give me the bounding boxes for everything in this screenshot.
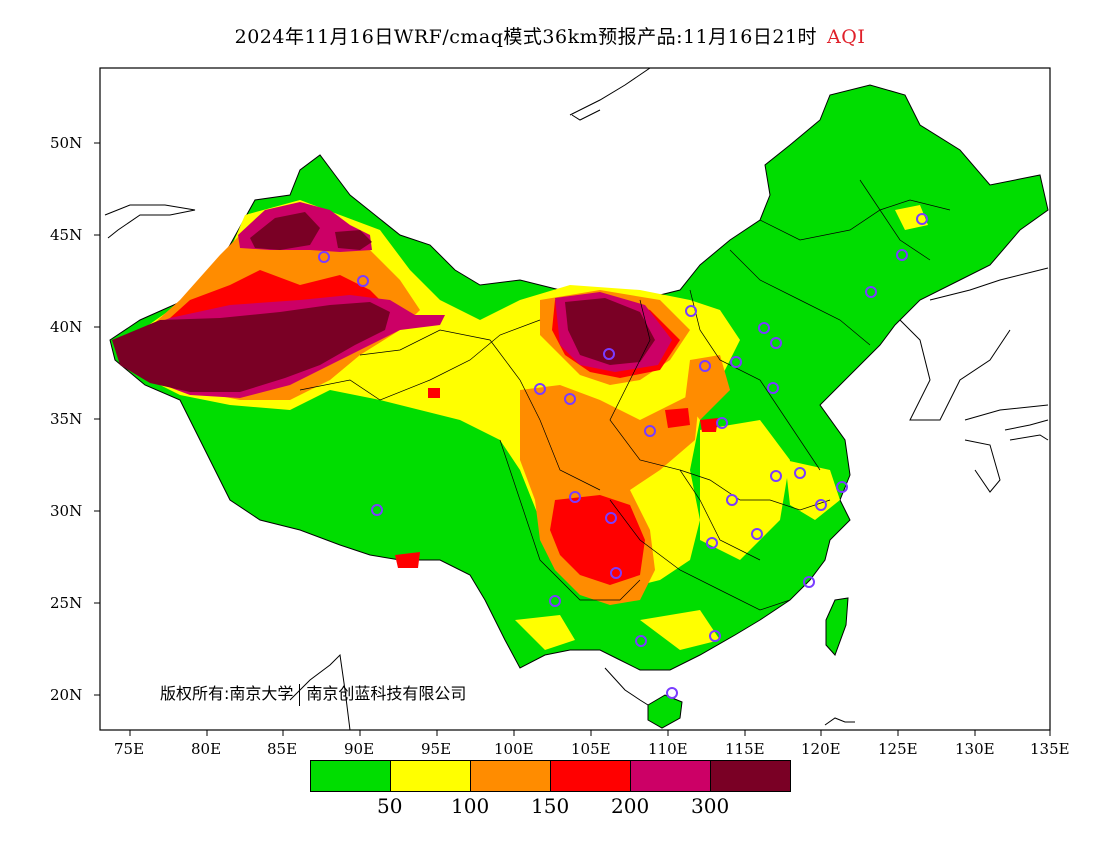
legend-swatch-unhealthy xyxy=(551,761,631,791)
map-frame xyxy=(99,67,1051,731)
title-variable: AQI xyxy=(827,26,866,48)
lon-label-80e: 80E xyxy=(191,740,222,758)
lon-label-135e: 135E xyxy=(1030,740,1070,758)
legend-tick-100: 100 xyxy=(451,794,490,818)
title-text: 2024年11月16日WRF/cmaq模式36km预报产品:11月16日21时 xyxy=(234,26,818,48)
copyright-suffix: 南京创蓝科技有限公司 xyxy=(306,684,467,703)
lat-label-45n: 45N xyxy=(50,226,83,244)
lat-label-30n: 30N xyxy=(50,502,83,520)
copyright-prefix: 版权所有:南京大学 xyxy=(160,684,294,703)
lon-label-95e: 95E xyxy=(421,740,452,758)
lat-label-25n: 25N xyxy=(50,594,83,612)
legend-swatch-moderate xyxy=(391,761,471,791)
lat-label-40n: 40N xyxy=(50,318,83,336)
legend-swatch-very-unhealthy xyxy=(631,761,711,791)
aqi-legend xyxy=(310,760,791,792)
legend-swatch-hazardous xyxy=(711,761,790,791)
longitude-ticks xyxy=(129,730,1051,736)
legend-tick-50: 50 xyxy=(377,794,403,818)
neighbor-coastlines xyxy=(104,68,1049,730)
hazardous-zones xyxy=(112,212,655,392)
lat-label-50n: 50N xyxy=(50,134,83,152)
lon-label-105e: 105E xyxy=(571,740,611,758)
hainan-island xyxy=(647,694,683,729)
lon-label-125e: 125E xyxy=(878,740,918,758)
latitude-ticks xyxy=(94,142,100,696)
lon-label-85e: 85E xyxy=(267,740,298,758)
lon-label-120e: 120E xyxy=(801,740,841,758)
legend-tick-200: 200 xyxy=(611,794,650,818)
copyright-separator xyxy=(299,683,301,706)
lon-label-90e: 90E xyxy=(344,740,375,758)
province-boundaries xyxy=(299,179,951,611)
lon-label-110e: 110E xyxy=(648,740,688,758)
taiwan-island xyxy=(825,597,849,656)
legend-tick-150: 150 xyxy=(531,794,570,818)
legend-swatch-sensitive xyxy=(471,761,551,791)
lon-label-115e: 115E xyxy=(725,740,765,758)
map-title: 2024年11月16日WRF/cmaq模式36km预报产品:11月16日21时 A… xyxy=(0,22,1100,49)
station-markers xyxy=(318,213,928,699)
lon-label-130e: 130E xyxy=(955,740,995,758)
lon-label-100e: 100E xyxy=(494,740,534,758)
lat-label-20n: 20N xyxy=(50,686,83,704)
legend-swatch-good xyxy=(311,761,391,791)
lat-label-35n: 35N xyxy=(50,410,83,428)
lon-label-75e: 75E xyxy=(114,740,145,758)
copyright-notice: 版权所有:南京大学 南京创蓝科技有限公司 xyxy=(160,680,466,706)
legend-tick-300: 300 xyxy=(691,794,730,818)
